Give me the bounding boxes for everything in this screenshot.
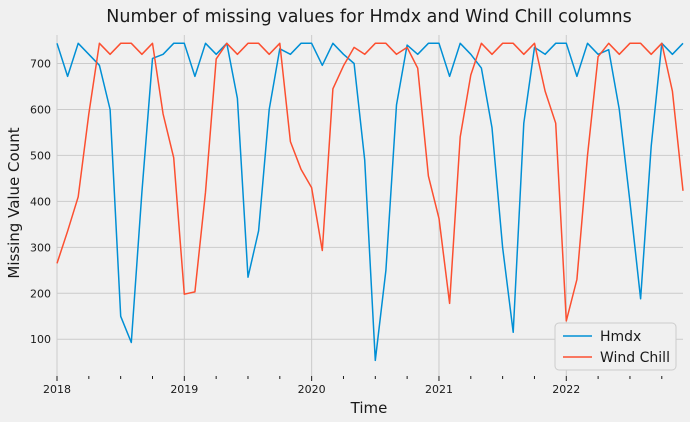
x-tick-label: 2019: [170, 383, 198, 396]
series-lines: [56, 42, 684, 362]
tick-labels: 100 200 300 400 500 600 700 2018 2019 2020 2021 202…: [30, 57, 580, 396]
y-tick-label: 400: [30, 195, 51, 208]
legend: Hmdx Wind Chill: [554, 322, 677, 371]
legend-label: Wind Chill: [600, 350, 670, 366]
x-tick-label: 2020: [298, 383, 326, 396]
x-tick-label: 2018: [43, 383, 71, 396]
legend-box: [554, 322, 677, 371]
y-tick-label: 100: [30, 333, 51, 346]
y-tick-label: 300: [30, 241, 51, 254]
legend-label: Hmdx: [600, 329, 641, 345]
x-tick-label: 2022: [552, 383, 580, 396]
chart-title: Number of missing values for Hmdx and Wi…: [106, 7, 631, 27]
y-tick-label: 700: [30, 57, 51, 70]
x-tick-label: 2021: [425, 383, 453, 396]
series-line-wind-chill: [56, 42, 684, 322]
y-tick-label: 600: [30, 103, 51, 116]
y-axis-label: Missing Value Count: [5, 127, 23, 278]
y-tick-label: 200: [30, 287, 51, 300]
series-line-hmdx: [56, 42, 684, 362]
y-tick-label: 500: [30, 149, 51, 162]
x-axis-label: Time: [350, 399, 388, 417]
grid-lines: [56, 35, 683, 381]
